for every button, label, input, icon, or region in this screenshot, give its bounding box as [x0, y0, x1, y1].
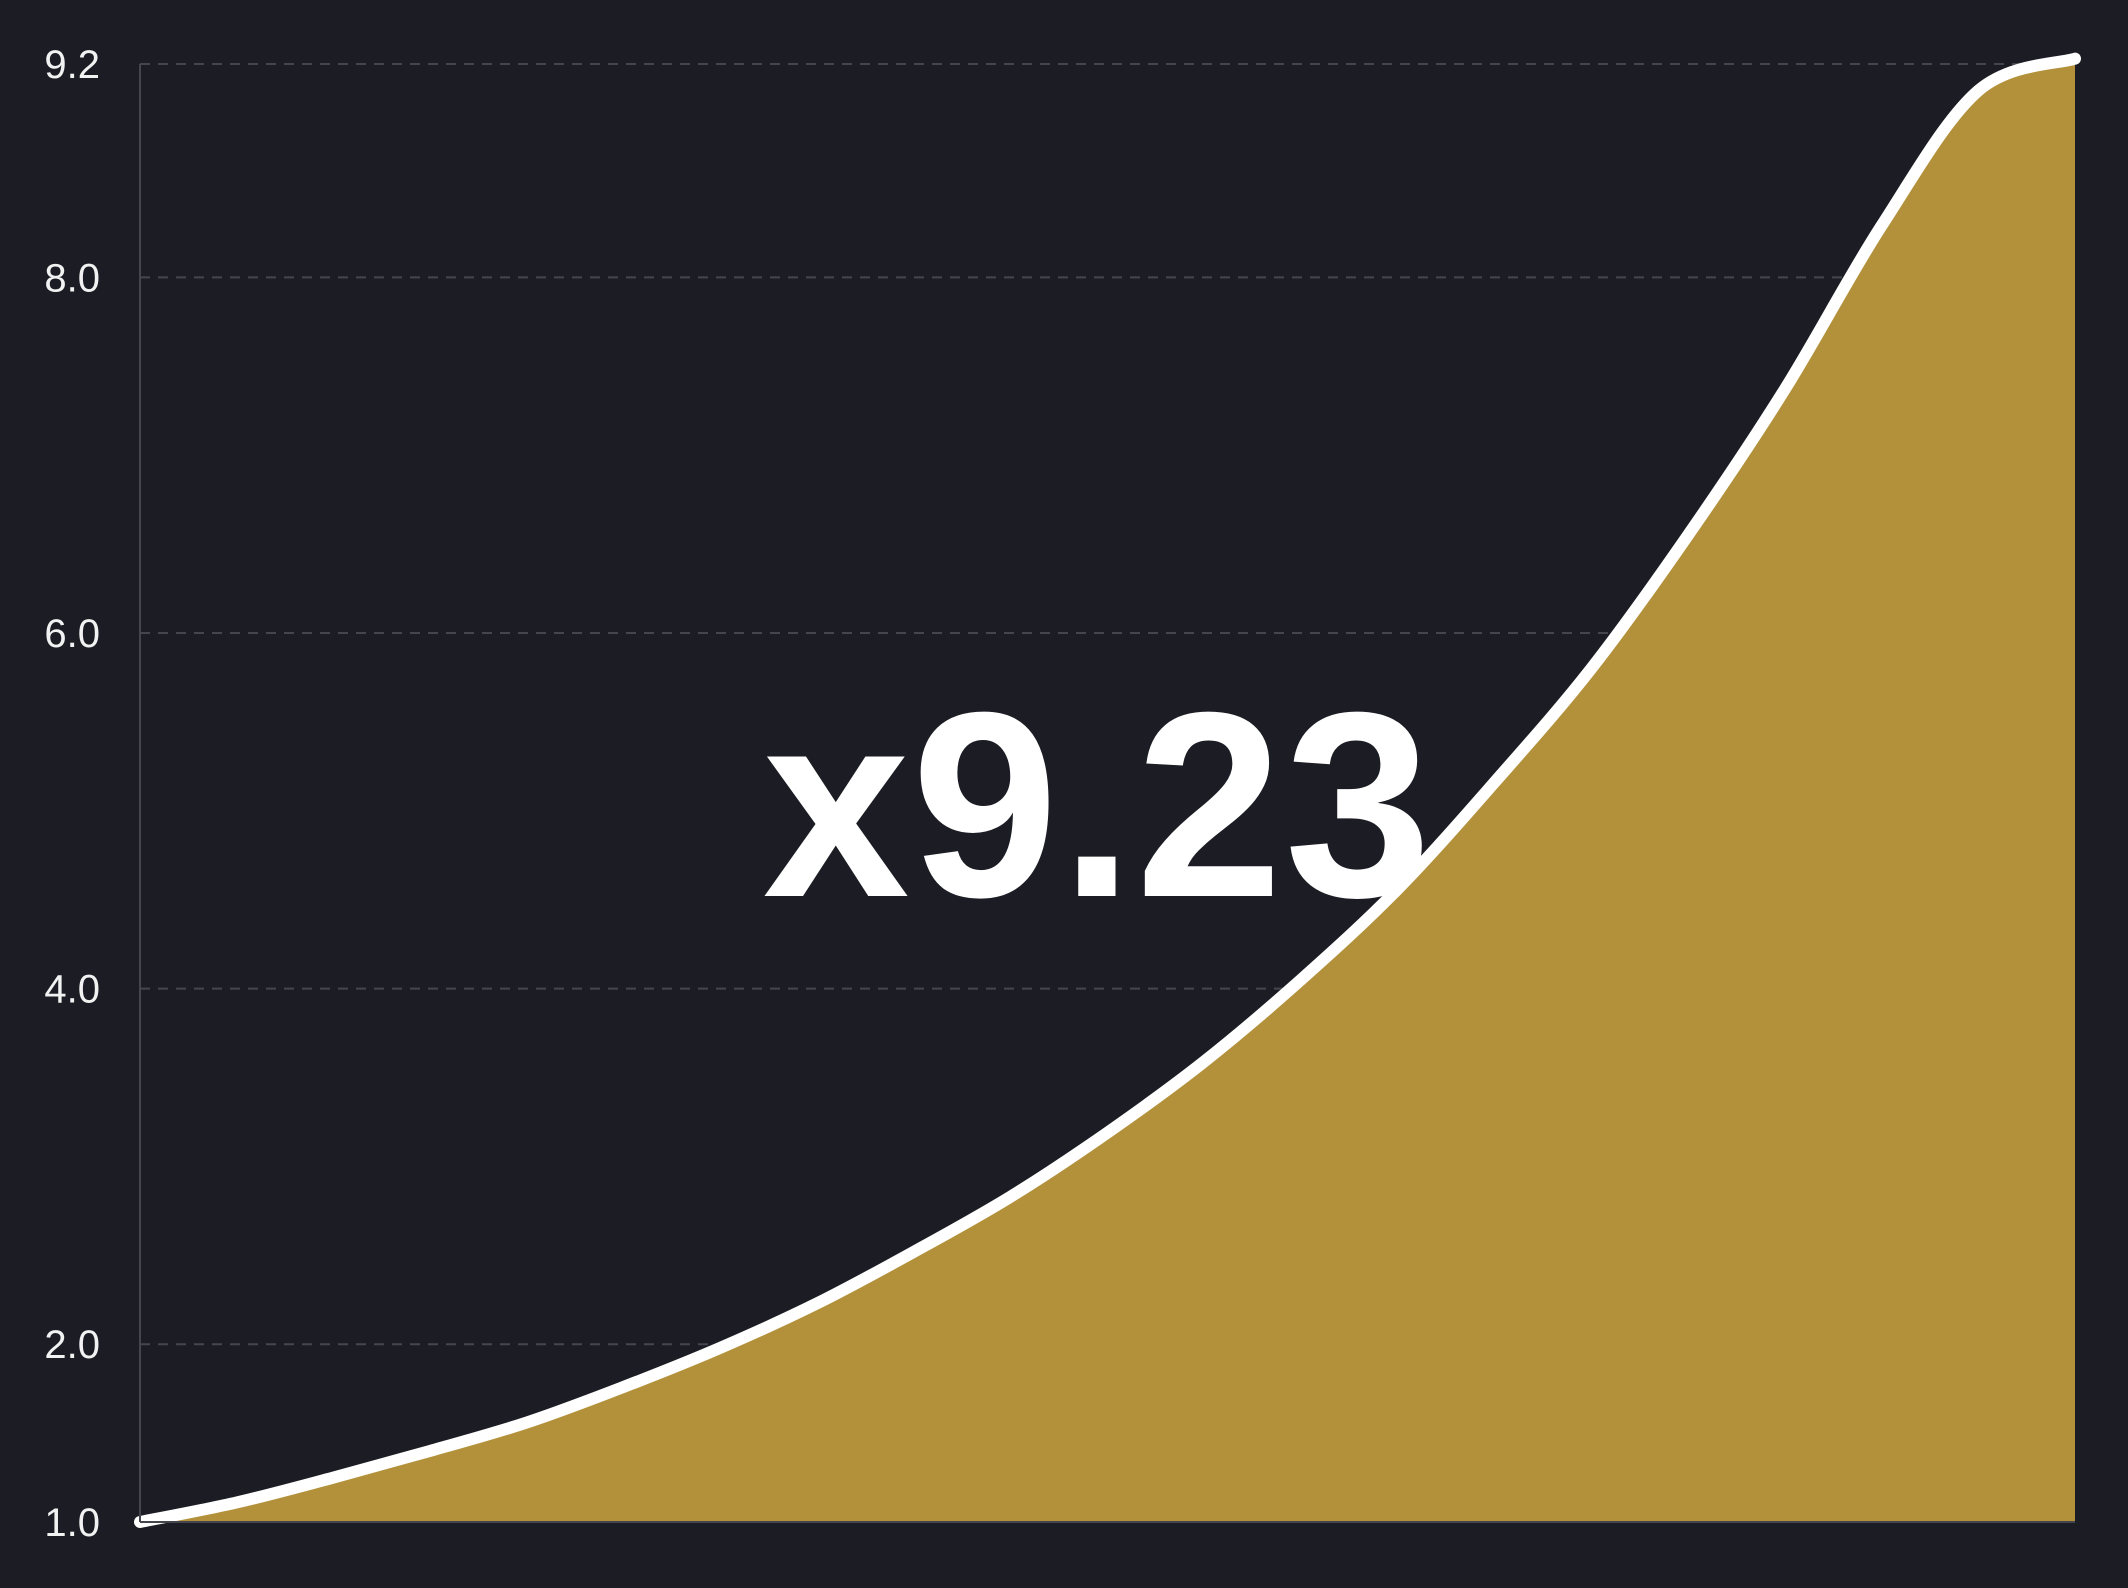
tick-label-layer: 9.2 8.0 6.0 4.0 2.0 1.0 [44, 43, 100, 1545]
y-tick-label: 1.0 [44, 1501, 100, 1545]
axis-layer [139, 64, 2075, 1523]
y-tick-label: 8.0 [44, 256, 100, 300]
line-layer [134, 52, 2081, 1528]
area-fill [140, 58, 2075, 1522]
area-layer [140, 58, 2075, 1522]
series-line [134, 52, 2081, 1528]
y-tick-label: 4.0 [44, 968, 100, 1012]
y-tick-label: 9.2 [44, 43, 100, 87]
y-tick-label: 6.0 [44, 612, 100, 656]
y-tick-label: 2.0 [44, 1323, 100, 1367]
multiplier-display: x9.23 [762, 657, 1434, 952]
